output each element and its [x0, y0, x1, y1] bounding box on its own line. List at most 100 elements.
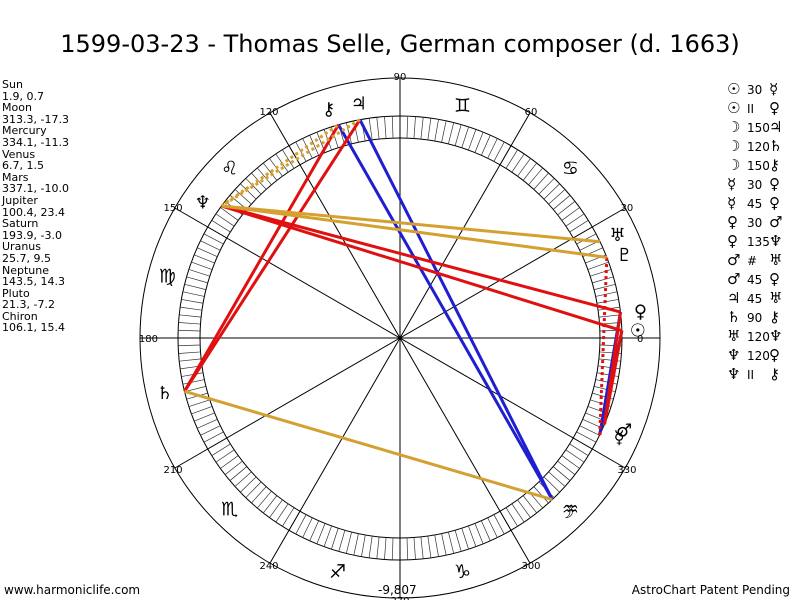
degree-tick — [309, 135, 319, 156]
degree-tick — [200, 240, 221, 251]
degree-tick — [275, 503, 289, 523]
planet-name: Mercury — [2, 124, 47, 138]
planet-glyph: ♂ — [727, 270, 741, 288]
degree-tick — [345, 531, 352, 554]
degree-label: 300 — [521, 561, 540, 572]
planet-moon-icon: ☽ — [558, 502, 574, 523]
degree-tick — [561, 455, 580, 469]
zodiac-sign-icon: ♍ — [159, 266, 176, 288]
aspect-line — [603, 330, 624, 425]
aspect-list: ☉ 30 ☿ ☉ II ♀ ☽ 150♃ ☽ 120♄ ☽ 150⚷ ☿ 30 ♀ ☿ 45 ♀ ♀ 30 ♂ ♀ 135♆… — [727, 80, 785, 384]
aspect-angle: 30 — [747, 83, 763, 97]
degree-tick — [461, 126, 469, 148]
aspect-line — [358, 118, 554, 501]
planet-glyph: ☽ — [727, 156, 741, 174]
planet-glyph: ♅ — [769, 251, 783, 269]
degree-tick — [234, 189, 252, 205]
planet-name: Uranus — [2, 240, 41, 254]
degree-tick — [181, 299, 204, 304]
planet-chiron-icon: ⚷ — [322, 99, 335, 120]
degree-tick — [220, 207, 239, 221]
degree-label: 270 — [390, 596, 409, 600]
planet-glyph: ⚷ — [769, 308, 780, 326]
degree-tick — [406, 116, 409, 139]
degree-tick — [461, 528, 469, 550]
planet-glyph: ♀ — [727, 213, 738, 231]
degree-tick — [434, 534, 439, 557]
planet-glyph: ♅ — [769, 289, 783, 307]
degree-tick — [505, 149, 518, 169]
degree-tick — [353, 533, 359, 556]
degree-tick — [548, 471, 566, 487]
aspect-row: ♀ 135♆ — [727, 232, 785, 251]
degree-tick — [182, 379, 205, 385]
planet-position: 193.9, -3.0 — [2, 228, 62, 242]
aspect-angle: 150 — [747, 159, 770, 173]
degree-tick — [200, 425, 221, 436]
degree-tick — [576, 431, 597, 443]
zodiac-sign-icon: ♊ — [454, 95, 471, 117]
aspect-line — [220, 123, 340, 208]
degree-tick — [552, 466, 571, 481]
degree-tick — [493, 141, 505, 162]
degree-tick — [427, 118, 432, 140]
degree-tick — [323, 525, 332, 547]
degree-tick — [538, 178, 555, 195]
planet-glyph: ♆ — [727, 365, 741, 383]
zodiac-sign-icon: ♐ — [329, 561, 346, 583]
degree-tick — [511, 153, 525, 173]
planet-name: Saturn — [2, 217, 39, 231]
aspect-row: ♆ 120♀ — [727, 346, 785, 365]
aspect-line — [183, 123, 340, 393]
degree-tick — [384, 537, 387, 560]
degree-tick — [224, 460, 243, 475]
degree-tick — [188, 269, 210, 277]
aspect-row: ♄ 90 ⚷ — [727, 308, 785, 327]
degree-tick — [178, 329, 201, 332]
aspect-line — [221, 204, 623, 333]
degree-tick — [384, 116, 387, 139]
zodiac-sign-icon: ♌ — [221, 158, 238, 180]
degree-label: 0 — [637, 334, 643, 345]
aspect-angle: 45 — [747, 197, 763, 211]
degree-tick — [579, 425, 600, 436]
degree-tick — [182, 291, 205, 297]
degree-tick — [454, 530, 462, 552]
aspect-line — [337, 123, 554, 501]
planet-position: 6.7, 1.5 — [2, 159, 44, 173]
aspect-row: ♀ 30 ♂ — [727, 213, 785, 232]
degree-tick — [179, 314, 202, 318]
degree-tick — [493, 514, 505, 535]
degree-tick — [533, 172, 549, 190]
planet-name: Venus — [2, 147, 36, 161]
planet-glyph: ☿ — [727, 175, 737, 193]
degree-tick — [487, 138, 498, 159]
degree-label: 30 — [621, 203, 634, 214]
degree-tick — [178, 351, 201, 354]
planet-glyph: ♀ — [769, 175, 780, 193]
planet-glyph: ♀ — [727, 232, 738, 250]
degree-tick — [441, 120, 447, 143]
degree-tick — [481, 520, 491, 541]
degree-tick — [215, 213, 235, 227]
chart-title: 1599-03-23 - Thomas Selle, German compos… — [60, 30, 740, 58]
planet-venus-icon: ♀ — [634, 301, 647, 322]
degree-tick — [211, 220, 231, 233]
degree-label: 60 — [525, 107, 538, 118]
degree-tick — [263, 495, 278, 514]
planet-position: 25.7, 9.5 — [2, 251, 51, 265]
degree-label: 150 — [164, 203, 183, 214]
aspect-angle: # — [747, 254, 758, 268]
planet-uranus-icon: ♅ — [609, 225, 625, 246]
degree-tick — [186, 276, 208, 284]
planet-position: 100.4, 23.4 — [2, 205, 65, 219]
degree-tick — [229, 466, 248, 481]
degree-tick — [282, 507, 295, 527]
degree-tick — [263, 162, 278, 181]
planet-glyph: ♃ — [727, 289, 741, 307]
footer-number: -9,807 — [378, 583, 417, 597]
degree-tick — [361, 534, 366, 557]
planet-position: 143.5, 14.3 — [2, 275, 65, 289]
degree-tick — [596, 299, 619, 304]
degree-tick — [251, 486, 267, 504]
